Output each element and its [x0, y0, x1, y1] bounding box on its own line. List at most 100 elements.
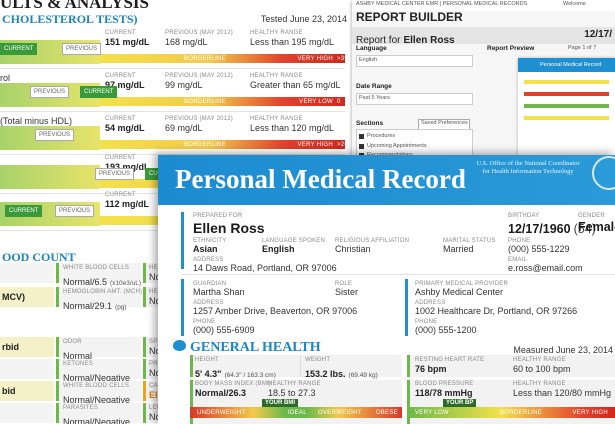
- name: Ellen Ross: [193, 220, 265, 236]
- text-group: Report for Ellen Ross: [356, 31, 455, 47]
- agency: for Health Information Technology: [482, 168, 574, 175]
- measured: Measured June 23, 2014: [513, 345, 613, 355]
- select[interactable]: [356, 93, 473, 105]
- unit: (pg): [115, 304, 127, 311]
- scale: >390: [337, 55, 352, 62]
- value: Normal/6.5: [63, 277, 108, 287]
- cell: [56, 359, 141, 379]
- bp: 118/78 mmHg: [415, 388, 473, 398]
- bp-range-label: HEALTHY RANGE: [513, 381, 566, 387]
- bp-scale: VERY HIGH: [572, 410, 608, 416]
- divider: [0, 154, 345, 155]
- next-value: Nor: [149, 346, 164, 356]
- bmi-scale: UNDERWEIGHT: [197, 410, 246, 416]
- next-label: SPEC: [149, 339, 166, 345]
- next-value: Nor: [149, 296, 164, 306]
- guardian-label: GUARDIAN: [193, 281, 227, 287]
- role-label: ROLE: [335, 281, 353, 287]
- thumbnail-bar: [524, 92, 609, 96]
- current-label: CURRENT: [105, 116, 136, 122]
- next-label: LEUK: [149, 405, 165, 411]
- current-label: CURRENT: [105, 192, 136, 198]
- breadcrumb: ASHBY MEDICAL CENTER EMR | PERSONAL MEDI…: [356, 1, 528, 7]
- scale-strip: [100, 140, 345, 149]
- date: 12/17/: [584, 29, 612, 40]
- provider-label: PRIMARY MEDICAL PROVIDER: [415, 281, 509, 287]
- birthday: 12/17/1960: [508, 222, 571, 236]
- religion-label: RELIGIOUS AFFILIATION: [335, 238, 410, 244]
- text-group: 5' 4.3" (64.3" / 163.3 cm): [195, 365, 276, 381]
- cell: [56, 263, 141, 283]
- scale: VERY HIGH: [297, 55, 333, 62]
- current-label: CURRENT: [105, 155, 136, 161]
- language-label: Language: [356, 45, 387, 52]
- current-label: CURRENT: [105, 30, 136, 36]
- next-label: PROT: [149, 361, 166, 367]
- weight-label: WEIGHT: [305, 357, 331, 363]
- thumbnail-bar: [524, 80, 609, 84]
- phone: (000) 555-1229: [508, 244, 570, 254]
- cell: [56, 381, 141, 401]
- agency: U.S. Office of the National Coordinator: [476, 160, 580, 167]
- welcome: Welcome: [563, 1, 586, 7]
- bp-scale: BORDERLINE: [500, 410, 543, 416]
- heart-rate: 76 bpm: [415, 364, 447, 374]
- left: MCV): [2, 292, 25, 302]
- label: HEMOGLOBIN AMT. (MCH): [63, 289, 143, 295]
- scale: VERY LOW: [299, 98, 333, 105]
- bmi-scale: OVERWEIGHT: [318, 410, 362, 416]
- range: Less than 120 mg/dL: [250, 123, 335, 133]
- next-value: Nor: [149, 272, 164, 282]
- thumbnail-title: Personal Medical Record: [540, 62, 602, 68]
- scale-strip: [190, 407, 402, 418]
- agency-seal: [592, 156, 615, 190]
- next-label: HEM: [149, 289, 163, 295]
- checkbox[interactable]: [359, 143, 364, 149]
- title: Personal Medical Record: [175, 164, 466, 194]
- record-panel: Personal Medical Record U.S. Office of th…: [158, 155, 615, 424]
- select[interactable]: [356, 55, 473, 67]
- record-header: [158, 155, 615, 205]
- scale: BORDERLINE: [183, 55, 227, 62]
- range-label: HEALTHY RANGE: [250, 116, 303, 122]
- scale: 0: [337, 98, 341, 105]
- bp-scale: VERY LOW: [415, 410, 449, 416]
- bmi-scale: OBESE: [375, 410, 398, 416]
- heart-rate-label: RESTING HEART RATE: [415, 357, 485, 363]
- thumbnail-bar: [524, 116, 609, 120]
- text-group: Normal/Negative: [63, 391, 130, 407]
- markers: CURRENT: [5, 205, 43, 217]
- checkbox[interactable]: [359, 134, 364, 139]
- height-label: HEIGHT: [195, 357, 219, 363]
- marital: Married: [443, 244, 474, 254]
- address: 14 Daws Road, Portland, OR 97006: [193, 263, 337, 273]
- text-group: Normal/6.5 (x10e3/uL): [63, 273, 141, 289]
- next-value: Nor: [149, 368, 164, 378]
- cell: [0, 381, 54, 401]
- previous-label: PREVIOUS (MAY 2012): [165, 116, 233, 122]
- bmi-range-label: HEALTHY RANGE: [268, 381, 321, 387]
- language: English: [359, 57, 378, 63]
- gender-label: GENDER: [578, 213, 605, 219]
- guardian-phone: (000) 555-6909: [193, 325, 255, 335]
- role: Sister: [335, 287, 359, 297]
- markers: CURRENT: [0, 43, 38, 55]
- date-range-label: Date Range: [356, 83, 392, 90]
- sections-label: Sections: [356, 120, 384, 127]
- report-bar: [352, 27, 615, 44]
- text-group: Normal/Negative: [63, 369, 130, 385]
- provider-phone: (000) 555-1200: [415, 325, 477, 335]
- report-for: Report for: [356, 35, 401, 46]
- current: 54 mg/dL: [105, 123, 145, 133]
- preview-label: Report Preview: [487, 45, 535, 52]
- scale-strip: [407, 407, 615, 418]
- markers: CURRENT: [80, 86, 118, 98]
- guardian-phone-label: PHONE: [193, 319, 216, 325]
- text-group: 153.2 lbs. (69.49 kg): [305, 365, 378, 381]
- scale: BORDERLINE: [183, 98, 227, 105]
- scale-strip: [100, 54, 345, 63]
- current: 97 mg/dL: [105, 80, 145, 90]
- cell: [56, 287, 141, 307]
- value: Normal/Negative: [63, 395, 131, 405]
